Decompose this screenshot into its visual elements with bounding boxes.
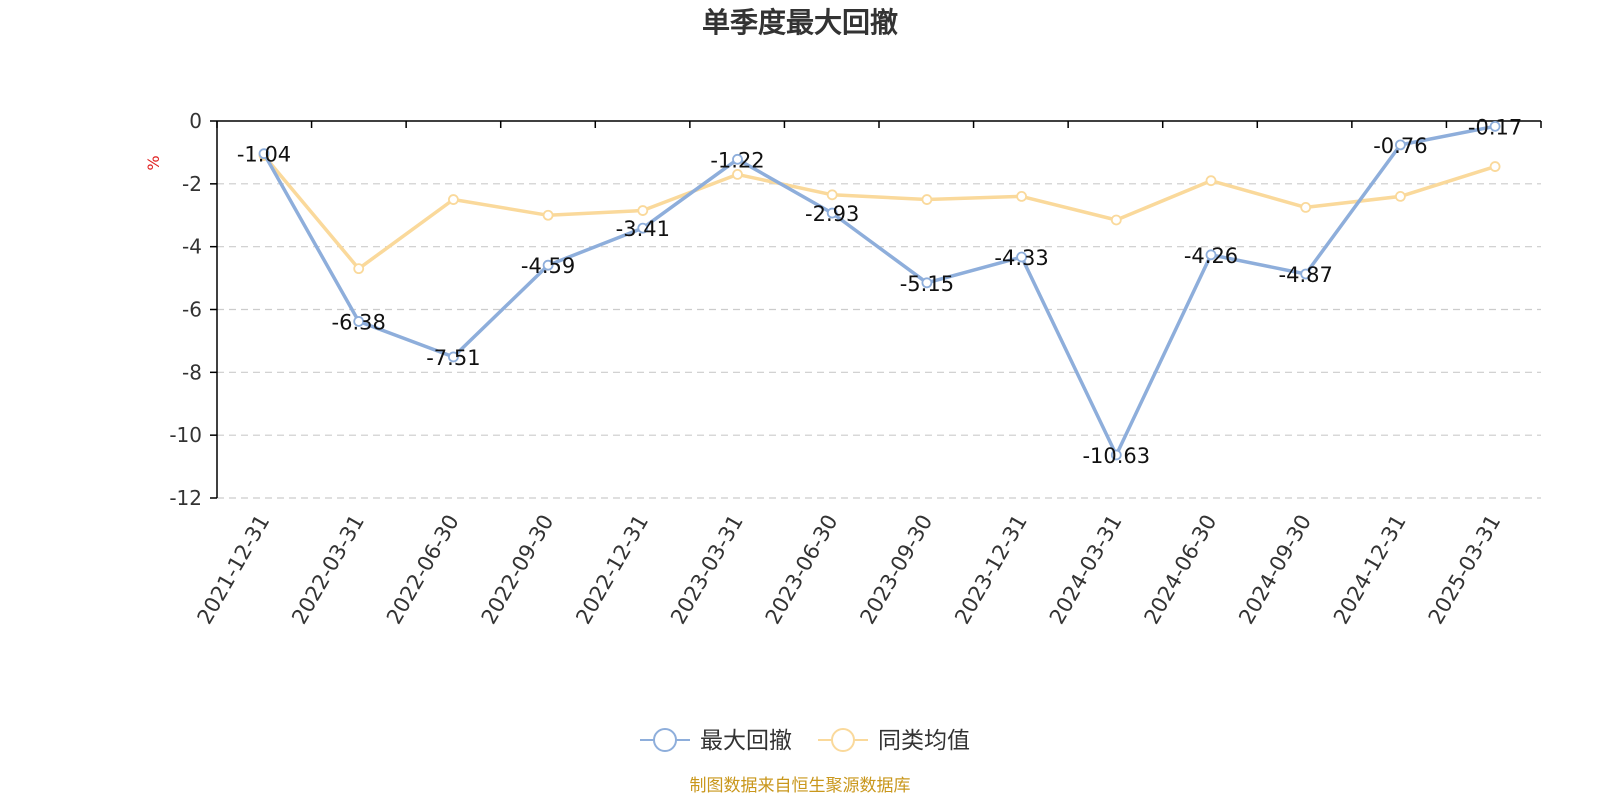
data-source-note: 制图数据来自恒生聚源数据库: [690, 776, 911, 796]
data-point-2: [921, 194, 933, 205]
data-label: -10.63: [1082, 444, 1150, 468]
data-point-2: [1300, 201, 1312, 213]
data-point-1: [353, 316, 365, 327]
data-point-1: [258, 148, 270, 160]
y-tick-label: -6: [182, 298, 202, 322]
data-point-2: [732, 169, 743, 180]
data-point-1: [826, 207, 838, 219]
data-label: -7.51: [426, 346, 480, 370]
legend-item-1[interactable]: 最大回撤: [640, 728, 792, 754]
data-labels: -1.04 -6.38 -7.51 -4.59 -3.41 -1.22 -2.93 -5.15…: [237, 115, 1522, 468]
data-point-1: [1016, 251, 1027, 263]
data-point-1: [921, 277, 933, 289]
series-line-1: [262, 124, 1496, 457]
data-label: -2.93: [805, 202, 859, 226]
data-point-2: [542, 209, 554, 221]
legend-label: 同类均值: [878, 728, 970, 754]
y-axis-unit-label: %: [144, 155, 163, 170]
data-label: -6.38: [332, 310, 386, 334]
x-tick-label: 2023-06-30: [761, 511, 843, 629]
data-point-1: [1489, 120, 1501, 132]
data-label: -4.33: [994, 246, 1048, 270]
x-tick-label: 2024-09-30: [1234, 511, 1316, 629]
data-point-1: [1300, 268, 1312, 280]
chart-title: 单季度最大回撤: [702, 6, 898, 39]
series-lines: [258, 120, 1501, 461]
data-point-1: [1205, 249, 1217, 261]
x-tick-label: 2024-06-30: [1140, 511, 1222, 629]
data-point-1: [447, 351, 459, 363]
data-label: -5.15: [900, 272, 954, 296]
data-point-2: [637, 205, 649, 216]
x-tick-label: 2023-09-30: [855, 511, 937, 629]
data-point-1: [732, 153, 743, 165]
legend-label: 最大回撤: [700, 728, 792, 754]
y-tick-label: 0: [189, 109, 202, 133]
legend[interactable]: 最大回撤 同类均值: [640, 728, 970, 754]
series-line-2: [262, 154, 1496, 271]
x-tick-label: 2025-03-31: [1424, 511, 1506, 629]
x-tick-label: 2022-09-30: [477, 511, 559, 629]
data-label: -3.41: [616, 217, 670, 241]
data-point-1: [1395, 139, 1406, 151]
data-label: -0.17: [1468, 115, 1522, 139]
data-point-2: [447, 194, 459, 205]
x-tick-label: 2024-03-31: [1045, 511, 1127, 629]
data-label: -1.22: [710, 148, 764, 172]
data-label: -1.04: [237, 143, 291, 167]
x-tick-label: 2024-12-31: [1329, 511, 1411, 629]
x-tick-label: 2021-12-31: [193, 511, 275, 629]
y-tick-label: -8: [182, 360, 202, 384]
y-tick-label: -4: [182, 235, 202, 259]
data-label: -4.26: [1184, 244, 1238, 268]
data-label: -4.87: [1279, 263, 1333, 287]
y-tick-label: -12: [169, 486, 202, 510]
x-tick-label: 2022-06-30: [382, 511, 464, 629]
data-point-2: [1205, 175, 1217, 187]
data-point-2: [1489, 161, 1501, 172]
y-tick-label: -10: [169, 423, 202, 447]
x-tick-label: 2022-12-31: [571, 511, 653, 629]
data-label: -4.59: [521, 254, 575, 278]
data-point-2: [826, 189, 838, 201]
x-tick-label: 2022-03-31: [287, 511, 369, 629]
y-tick-label: -2: [182, 172, 202, 196]
legend-item-2[interactable]: 同类均值: [818, 728, 970, 754]
data-point-1: [637, 222, 649, 234]
x-tick-label: 2023-03-31: [666, 511, 748, 629]
data-point-2: [1395, 190, 1406, 202]
data-point-1: [1110, 449, 1122, 461]
x-tick-label: 2023-12-31: [950, 511, 1032, 629]
legend-circle-icon: [831, 728, 855, 752]
data-point-1: [542, 259, 554, 271]
legend-circle-icon: [653, 728, 677, 752]
data-point-2: [353, 263, 365, 275]
data-point-2: [1016, 190, 1027, 202]
data-label: -0.76: [1373, 134, 1427, 158]
data-point-2: [1110, 214, 1122, 226]
